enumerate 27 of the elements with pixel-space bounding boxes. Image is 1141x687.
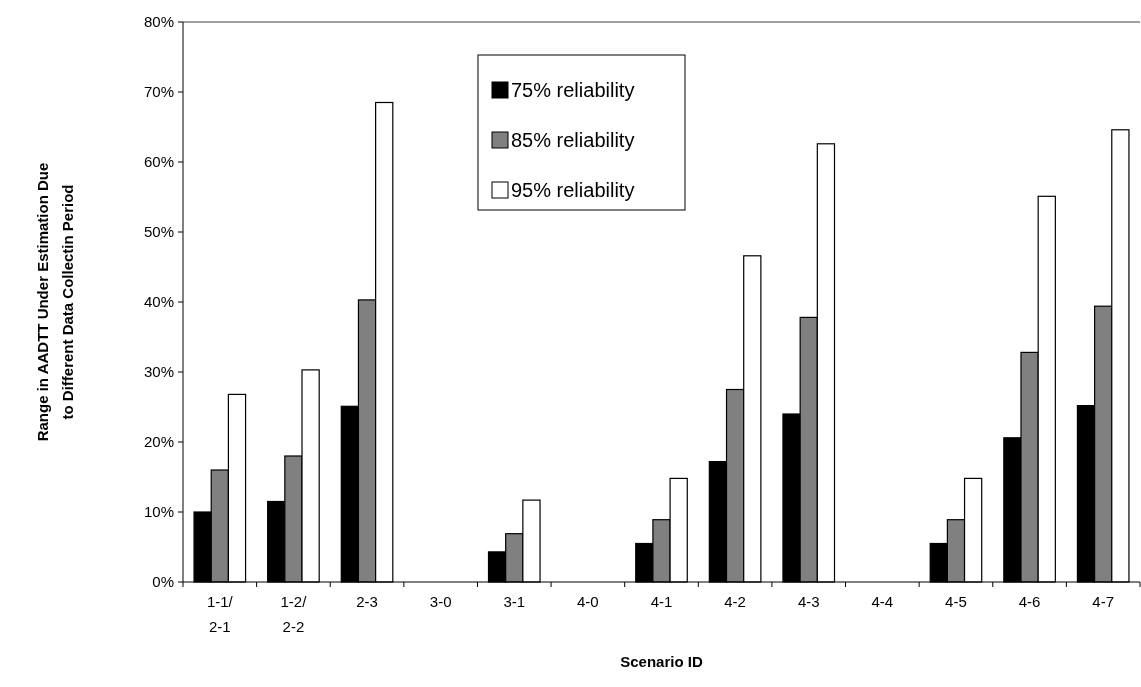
x-tick-label: 4-1 <box>650 593 673 610</box>
y-tick-label: 60% <box>143 153 174 171</box>
y-tick-label: 0% <box>152 573 174 591</box>
y-tick-label: 50% <box>143 223 174 241</box>
y-tick-label: 30% <box>143 363 174 381</box>
legend-label: 95% reliability <box>511 179 635 201</box>
x-tick-label: 4-5 <box>945 593 967 610</box>
x-tick-label: 4-6 <box>1018 593 1041 610</box>
x-tick-label: 4-4 <box>871 593 894 610</box>
x-tick-label: 4-0 <box>577 593 599 610</box>
x-tick-label: 4-2 <box>724 593 746 610</box>
y-tick-label: 10% <box>143 503 174 521</box>
y-axis-title: Range in AADTT Under Estimation Due to Different Data Collectin Period <box>34 162 76 442</box>
x-tick-label: 1-1/2-1 <box>206 593 234 635</box>
x-tick-label: 2-3 <box>356 593 378 610</box>
legend-label: 85% reliability <box>511 129 635 151</box>
y-tick-label: 70% <box>143 83 174 101</box>
y-tick-label: 80% <box>143 13 174 31</box>
y-tick-label: 40% <box>143 293 174 311</box>
y-tick-label: 20% <box>143 433 174 451</box>
x-tick-label: 1-2/2-2 <box>280 593 308 635</box>
x-tick-label: 4-3 <box>797 593 820 610</box>
legend-label: 75% reliability <box>511 79 635 101</box>
x-axis-title: Scenario ID <box>620 653 703 670</box>
x-tick-label: 3-0 <box>429 593 452 610</box>
x-tick-label: 4-7 <box>1092 593 1115 610</box>
x-tick-label: 3-1 <box>503 593 526 610</box>
